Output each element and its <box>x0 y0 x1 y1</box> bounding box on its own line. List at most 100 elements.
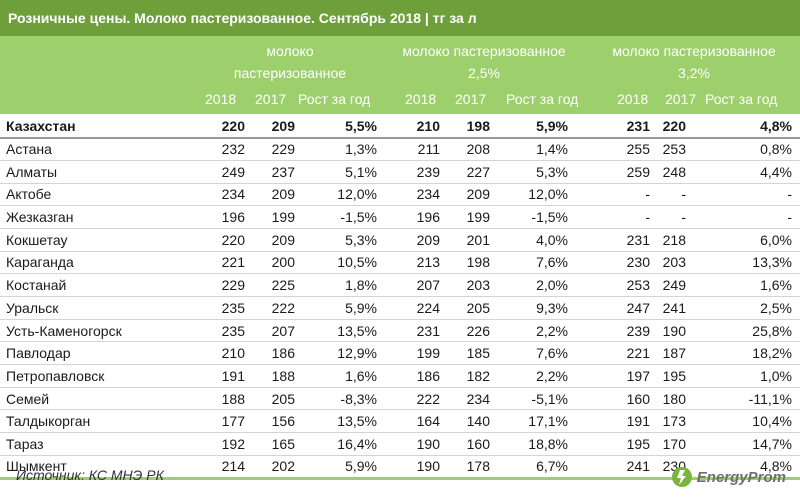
price-2017-cell: 195 <box>650 364 700 388</box>
price-2018-cell: 255 <box>590 137 650 161</box>
growth-cell: 7,6% <box>490 341 590 366</box>
price-2017-cell: 202 <box>245 455 295 480</box>
price-2018-cell: 224 <box>385 296 440 320</box>
price-2018-cell: 214 <box>200 455 245 480</box>
price-2018-cell: 213 <box>385 251 440 275</box>
growth-cell: -1,5% <box>295 205 385 229</box>
price-2018-cell: 164 <box>385 409 440 434</box>
growth-cell: 4,0% <box>490 228 590 252</box>
city-cell: Астана <box>0 137 200 161</box>
price-2018-cell: 231 <box>590 115 650 139</box>
growth-cell: 13,5% <box>295 409 385 434</box>
price-2017-cell: - <box>650 183 700 207</box>
price-2018-cell: 247 <box>590 296 650 320</box>
price-2018-cell: 209 <box>385 228 440 252</box>
price-2017-cell: 218 <box>650 228 700 252</box>
growth-cell: 12,9% <box>295 341 385 366</box>
price-2017-cell: 182 <box>440 364 490 388</box>
growth-cell: 5,3% <box>490 160 590 184</box>
table-row: Жезказган 196 199 -1,5% 196 199 -1,5% - - - <box>0 205 800 229</box>
price-2017-cell: 226 <box>440 319 490 343</box>
price-2017-cell: 229 <box>245 137 295 161</box>
price-2017-cell: 160 <box>440 432 490 456</box>
header-band <box>0 36 800 114</box>
growth-cell: 4,4% <box>700 160 800 184</box>
table-row: Алматы 249 237 5,1% 239 227 5,3% 259 248 4,4% <box>0 160 800 184</box>
growth-cell: 10,5% <box>295 251 385 275</box>
group-header-3-line1: молоко пастеризованное <box>612 43 776 59</box>
growth-cell: - <box>700 205 800 229</box>
growth-cell: 6,0% <box>700 228 800 252</box>
growth-cell: 18,8% <box>490 432 590 456</box>
table-title: Розничные цены. Молоко пастеризованное. … <box>0 0 800 36</box>
price-2017-cell: 203 <box>650 251 700 275</box>
price-2017-cell: 209 <box>440 183 490 207</box>
city-cell: Петропавловск <box>0 364 200 388</box>
city-cell: Тараз <box>0 432 200 456</box>
price-2018-cell: 259 <box>590 160 650 184</box>
price-2017-cell: 207 <box>245 319 295 343</box>
price-2018-cell: 221 <box>200 251 245 275</box>
growth-cell: 18,2% <box>700 341 800 366</box>
growth-cell: -11,1% <box>700 387 800 411</box>
growth-cell: 12,0% <box>490 183 590 207</box>
subheader-growth-c: Рост за год <box>705 91 778 107</box>
growth-cell: 2,2% <box>490 319 590 343</box>
table-row-total: Казахстан 220 209 5,5% 210 198 5,9% 231 220 4,8% <box>0 115 800 139</box>
price-2018-cell: 210 <box>385 115 440 139</box>
growth-cell: 5,9% <box>295 296 385 320</box>
growth-cell: 1,6% <box>700 273 800 297</box>
price-2018-cell: 231 <box>590 228 650 252</box>
price-2017-cell: 199 <box>440 205 490 229</box>
price-2017-cell: 170 <box>650 432 700 456</box>
price-2018-cell: 239 <box>590 319 650 343</box>
price-2018-cell: 234 <box>385 183 440 207</box>
growth-cell: 2,5% <box>700 296 800 320</box>
table-row: Астана 232 229 1,3% 211 208 1,4% 255 253 0,8% <box>0 137 800 161</box>
city-cell: Актобе <box>0 183 200 207</box>
price-2018-cell: 229 <box>200 273 245 297</box>
logo-text: EnergyProm <box>696 468 786 486</box>
group-header-1-line2: пастеризованное <box>233 65 347 81</box>
city-cell: Павлодар <box>0 341 200 366</box>
price-2018-cell: 191 <box>590 409 650 434</box>
price-2018-cell: 190 <box>385 432 440 456</box>
city-cell: Жезказган <box>0 205 200 229</box>
city-cell: Алматы <box>0 160 200 184</box>
subheader-growth-a: Рост за год <box>298 91 371 107</box>
price-2017-cell: 165 <box>245 432 295 456</box>
price-2017-cell: 249 <box>650 273 700 297</box>
growth-cell: 9,3% <box>490 296 590 320</box>
table-row: Актобе 234 209 12,0% 234 209 12,0% - - - <box>0 183 800 207</box>
price-2018-cell: 177 <box>200 409 245 434</box>
growth-cell: 12,0% <box>295 183 385 207</box>
price-2018-cell: 220 <box>200 115 245 139</box>
price-2018-cell: 220 <box>200 228 245 252</box>
city-cell: Костанай <box>0 273 200 297</box>
growth-cell: 16,4% <box>295 432 385 456</box>
city-cell: Семей <box>0 387 200 411</box>
growth-cell: 5,1% <box>295 160 385 184</box>
price-2017-cell: 186 <box>245 341 295 366</box>
price-2018-cell: 221 <box>590 341 650 366</box>
price-table: Казахстан 220 209 5,5% 210 198 5,9% 231 220 4,8% А… <box>0 115 800 480</box>
price-2017-cell: 248 <box>650 160 700 184</box>
city-cell: Шымкент <box>0 455 200 480</box>
energyprom-logo: EnergyProm <box>671 464 786 490</box>
price-2018-cell: 232 <box>200 137 245 161</box>
city-cell: Усть-Каменогорск <box>0 319 200 343</box>
growth-cell: 0,8% <box>700 137 800 161</box>
price-2017-cell: 140 <box>440 409 490 434</box>
growth-cell: 13,5% <box>295 319 385 343</box>
group-header-1: молоко пастеризованное <box>210 40 370 84</box>
price-2017-cell: 203 <box>440 273 490 297</box>
price-2018-cell: 195 <box>590 432 650 456</box>
price-2017-cell: 205 <box>440 296 490 320</box>
growth-cell: 17,1% <box>490 409 590 434</box>
price-2018-cell: 234 <box>200 183 245 207</box>
price-2018-cell: 160 <box>590 387 650 411</box>
growth-cell: 10,4% <box>700 409 800 434</box>
table-row: Костанай 229 225 1,8% 207 203 2,0% 253 249 1,6% <box>0 273 800 297</box>
group-header-2-line2: 2,5% <box>468 65 500 81</box>
